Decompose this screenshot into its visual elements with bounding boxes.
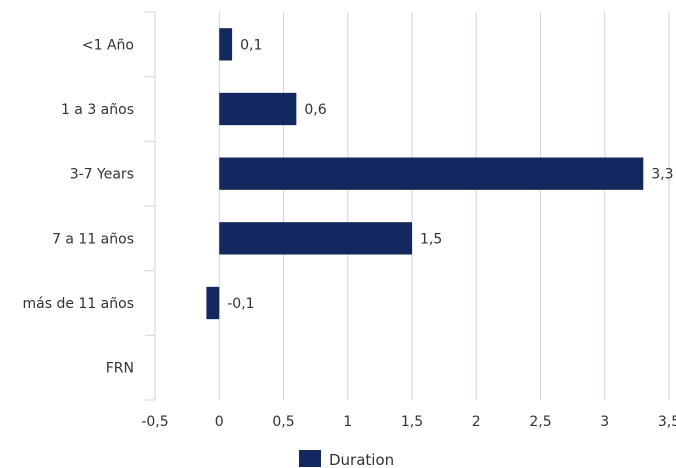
grid	[154, 12, 670, 400]
bar	[219, 157, 644, 190]
bar	[219, 28, 233, 61]
bar	[206, 286, 220, 320]
x-tick-labels: -0,5 0 0,5 1 1,5 2 2,5 3 3,5	[141, 414, 676, 430]
category-label: <1 Año	[82, 37, 134, 53]
data-label: 1,5	[420, 231, 442, 247]
category-label: más de 11 años	[23, 296, 135, 312]
category-label: 1 a 3 años	[61, 102, 134, 118]
data-label: 0,1	[240, 37, 262, 53]
bars	[206, 28, 644, 320]
legend: Duration	[299, 450, 394, 468]
x-tick-label: 1,5	[401, 414, 423, 430]
data-label: 0,6	[304, 102, 326, 118]
category-axis	[145, 11, 155, 401]
x-tick-label: 3,5	[658, 414, 676, 430]
x-tick-label: 0,5	[272, 414, 294, 430]
data-label: 3,3	[651, 167, 673, 183]
category-labels: <1 Año 1 a 3 años 3-7 Years 7 a 11 años más …	[23, 37, 135, 376]
legend-label: Duration	[329, 451, 394, 468]
x-tick-label: 2,5	[529, 414, 551, 430]
x-tick-label: 0	[215, 414, 224, 430]
bar	[219, 92, 297, 126]
bar	[219, 222, 412, 255]
x-tick-label: 1	[343, 414, 352, 430]
category-label: 7 a 11 años	[52, 231, 134, 247]
category-label: FRN	[106, 361, 134, 377]
x-tick-label: 2	[472, 414, 481, 430]
x-tick-label: 3	[600, 414, 609, 430]
category-label: 3-7 Years	[70, 167, 134, 183]
data-label: -0,1	[227, 296, 254, 312]
x-tick-label: -0,5	[141, 414, 168, 430]
legend-swatch	[299, 450, 321, 467]
data-labels: 0,1 0,6 3,3 1,5 -0,1	[227, 37, 673, 312]
